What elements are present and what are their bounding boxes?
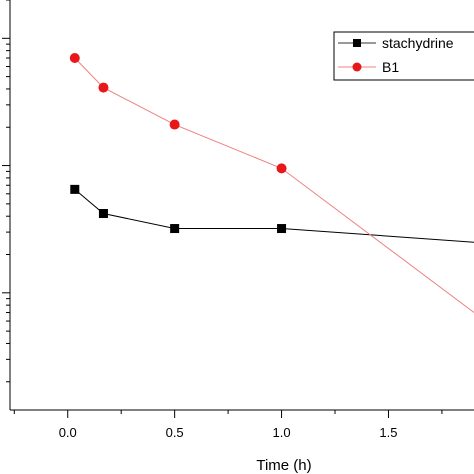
axes: 0.0 0.5 1.0 1.5 bbox=[2, 0, 474, 440]
data-point-stachydrine bbox=[170, 224, 180, 234]
legend-marker-b1 bbox=[352, 62, 362, 72]
data-point-b1 bbox=[98, 82, 109, 93]
data-point-b1 bbox=[276, 163, 287, 174]
x-tick-label: 1.0 bbox=[273, 425, 291, 440]
x-tick-label: 0.5 bbox=[166, 425, 184, 440]
x-axis-title: Time (h) bbox=[256, 457, 311, 474]
data-point-stachydrine bbox=[70, 184, 80, 194]
legend-marker-stachydrine bbox=[353, 39, 361, 47]
series-line-b1 bbox=[74, 57, 474, 313]
data-point-b1 bbox=[169, 119, 180, 130]
series-layer bbox=[69, 53, 474, 313]
x-tick-label: 0.0 bbox=[59, 425, 77, 440]
legend-label-b1: B1 bbox=[382, 59, 399, 75]
data-point-stachydrine bbox=[98, 209, 108, 219]
series-line-stachydrine bbox=[74, 189, 474, 243]
data-point-b1 bbox=[69, 53, 80, 64]
legend-label-stachydrine: stachydrine bbox=[382, 35, 454, 51]
legend: stachydrine B1 bbox=[333, 31, 474, 81]
data-point-stachydrine bbox=[277, 224, 287, 234]
x-tick-label: 1.5 bbox=[379, 425, 397, 440]
